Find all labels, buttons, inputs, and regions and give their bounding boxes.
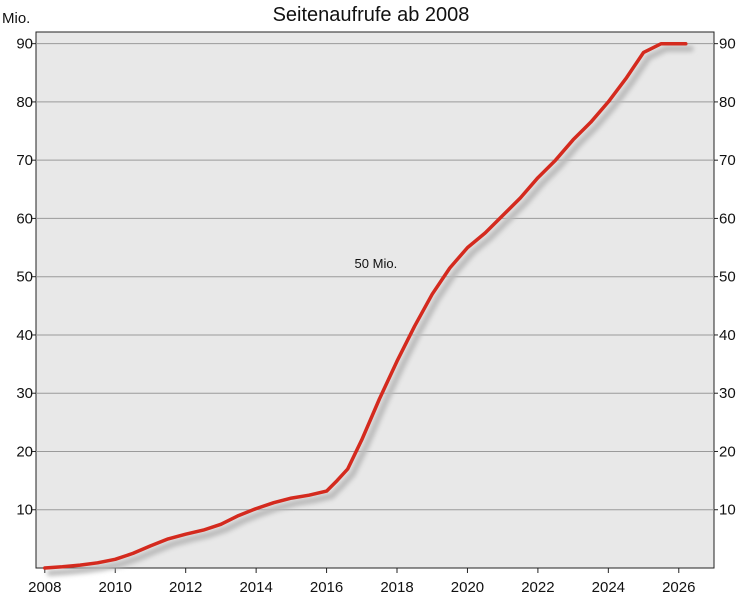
y-axis-right: 10 20 30 40 50 60 70 80 90	[714, 36, 736, 519]
y-tick-label-right: 30	[719, 385, 736, 402]
series-line-shadow	[46, 45, 694, 576]
y-axis-left: 10 20 30 40 50 60 70 80 90	[16, 36, 36, 519]
y-tick-label-right: 70	[719, 152, 736, 169]
x-tick-label: 2012	[169, 579, 202, 596]
y-tick-label-left: 70	[16, 152, 33, 169]
x-tick-label: 2020	[451, 579, 484, 596]
y-tick-label-left: 50	[16, 269, 33, 286]
x-tick-label: 2018	[380, 579, 413, 596]
x-tick-label: 2010	[99, 579, 132, 596]
y-tick-label-left: 60	[16, 210, 33, 227]
x-axis: 2008 2010 2012 2014 2016 2018 2020 2022 2024 2026	[28, 568, 695, 596]
y-tick-label-left: 20	[16, 443, 33, 460]
chart-title: Seitenaufrufe ab 2008	[273, 4, 470, 26]
y-tick-label-right: 10	[719, 502, 736, 519]
y-tick-label-left: 40	[16, 327, 33, 344]
y-tick-label-right: 80	[719, 94, 736, 111]
y-tick-label-left: 30	[16, 385, 33, 402]
x-tick-label: 2014	[239, 579, 272, 596]
y-tick-label-right: 40	[719, 327, 736, 344]
annotation-label: 50 Mio.	[355, 256, 398, 271]
x-tick-label: 2024	[592, 579, 625, 596]
x-tick-label: 2026	[662, 579, 695, 596]
y-tick-label-right: 20	[719, 443, 736, 460]
x-tick-label: 2008	[28, 579, 61, 596]
y-tick-label-right: 90	[719, 36, 736, 53]
series-line	[43, 41, 688, 570]
y-tick-label-left: 10	[16, 502, 33, 519]
y-tick-label-right: 60	[719, 210, 736, 227]
y-tick-label-right: 50	[719, 269, 736, 286]
x-tick-label: 2022	[521, 579, 554, 596]
y-tick-label-left: 80	[16, 94, 33, 111]
x-tick-label: 2016	[310, 579, 343, 596]
y-axis-unit-label: Mio.	[2, 10, 30, 27]
grid-lines	[36, 43, 714, 511]
y-tick-label-left: 90	[16, 36, 33, 53]
